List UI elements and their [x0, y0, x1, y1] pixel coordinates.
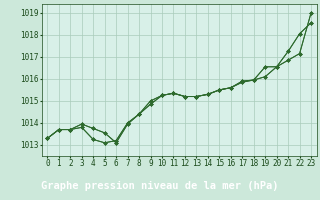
Text: Graphe pression niveau de la mer (hPa): Graphe pression niveau de la mer (hPa): [41, 181, 279, 191]
